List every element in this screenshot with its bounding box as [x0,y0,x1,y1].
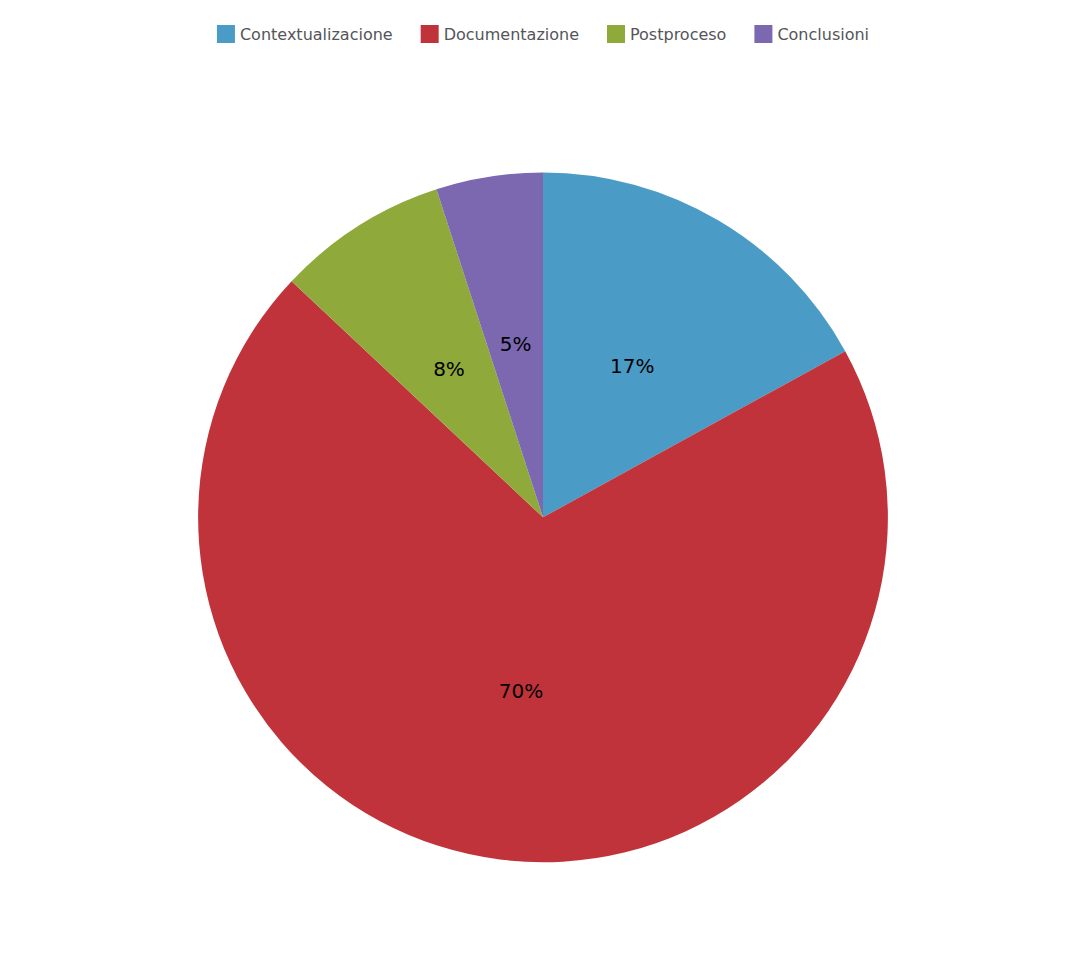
svg-text:Conclusioni: Conclusioni [777,25,869,44]
svg-text:Postproceso: Postproceso [630,25,726,44]
svg-text:5%: 5% [500,332,532,356]
svg-text:8%: 8% [433,357,465,381]
svg-text:70%: 70% [499,679,543,703]
svg-text:Contextualizacione: Contextualizacione [240,25,393,44]
svg-text:Documentazione: Documentazione [444,25,579,44]
svg-text:17%: 17% [610,354,654,378]
